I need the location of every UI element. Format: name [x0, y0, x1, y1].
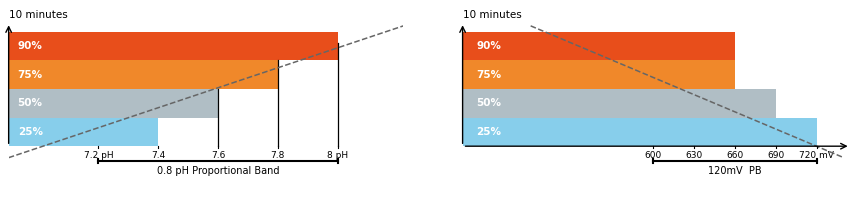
Text: 7.8: 7.8	[270, 151, 285, 160]
Bar	[9, 60, 383, 89]
Text: 7.2 pH: 7.2 pH	[83, 151, 113, 160]
Text: 690: 690	[767, 151, 785, 160]
Bar	[278, 60, 383, 89]
Text: 90%: 90%	[17, 41, 42, 51]
Text: 25%: 25%	[476, 127, 501, 137]
Bar	[462, 118, 817, 146]
Bar	[218, 89, 383, 118]
Text: 10 minutes: 10 minutes	[462, 10, 521, 20]
Bar	[338, 32, 383, 60]
Text: 8 pH: 8 pH	[327, 151, 348, 160]
Text: 660: 660	[727, 151, 744, 160]
Text: 720 mV: 720 mV	[799, 151, 834, 160]
Bar	[9, 118, 383, 146]
Bar	[158, 118, 383, 146]
Text: 50%: 50%	[476, 98, 501, 108]
Text: 50%: 50%	[17, 98, 42, 108]
Text: 7.6: 7.6	[210, 151, 225, 160]
Bar	[462, 89, 776, 118]
Text: 120mV  PB: 120mV PB	[708, 166, 762, 176]
Text: 600: 600	[644, 151, 662, 160]
Bar	[462, 60, 735, 89]
Text: 75%: 75%	[476, 70, 501, 80]
Text: 75%: 75%	[17, 70, 42, 80]
Bar	[9, 32, 383, 60]
Text: 10 minutes: 10 minutes	[9, 10, 68, 20]
Bar	[9, 89, 383, 118]
Text: 25%: 25%	[17, 127, 42, 137]
Text: 630: 630	[685, 151, 702, 160]
Bar	[462, 32, 735, 60]
Text: 0.8 pH Proportional Band: 0.8 pH Proportional Band	[157, 166, 279, 176]
Text: 7.4: 7.4	[151, 151, 165, 160]
Text: 90%: 90%	[476, 41, 501, 51]
